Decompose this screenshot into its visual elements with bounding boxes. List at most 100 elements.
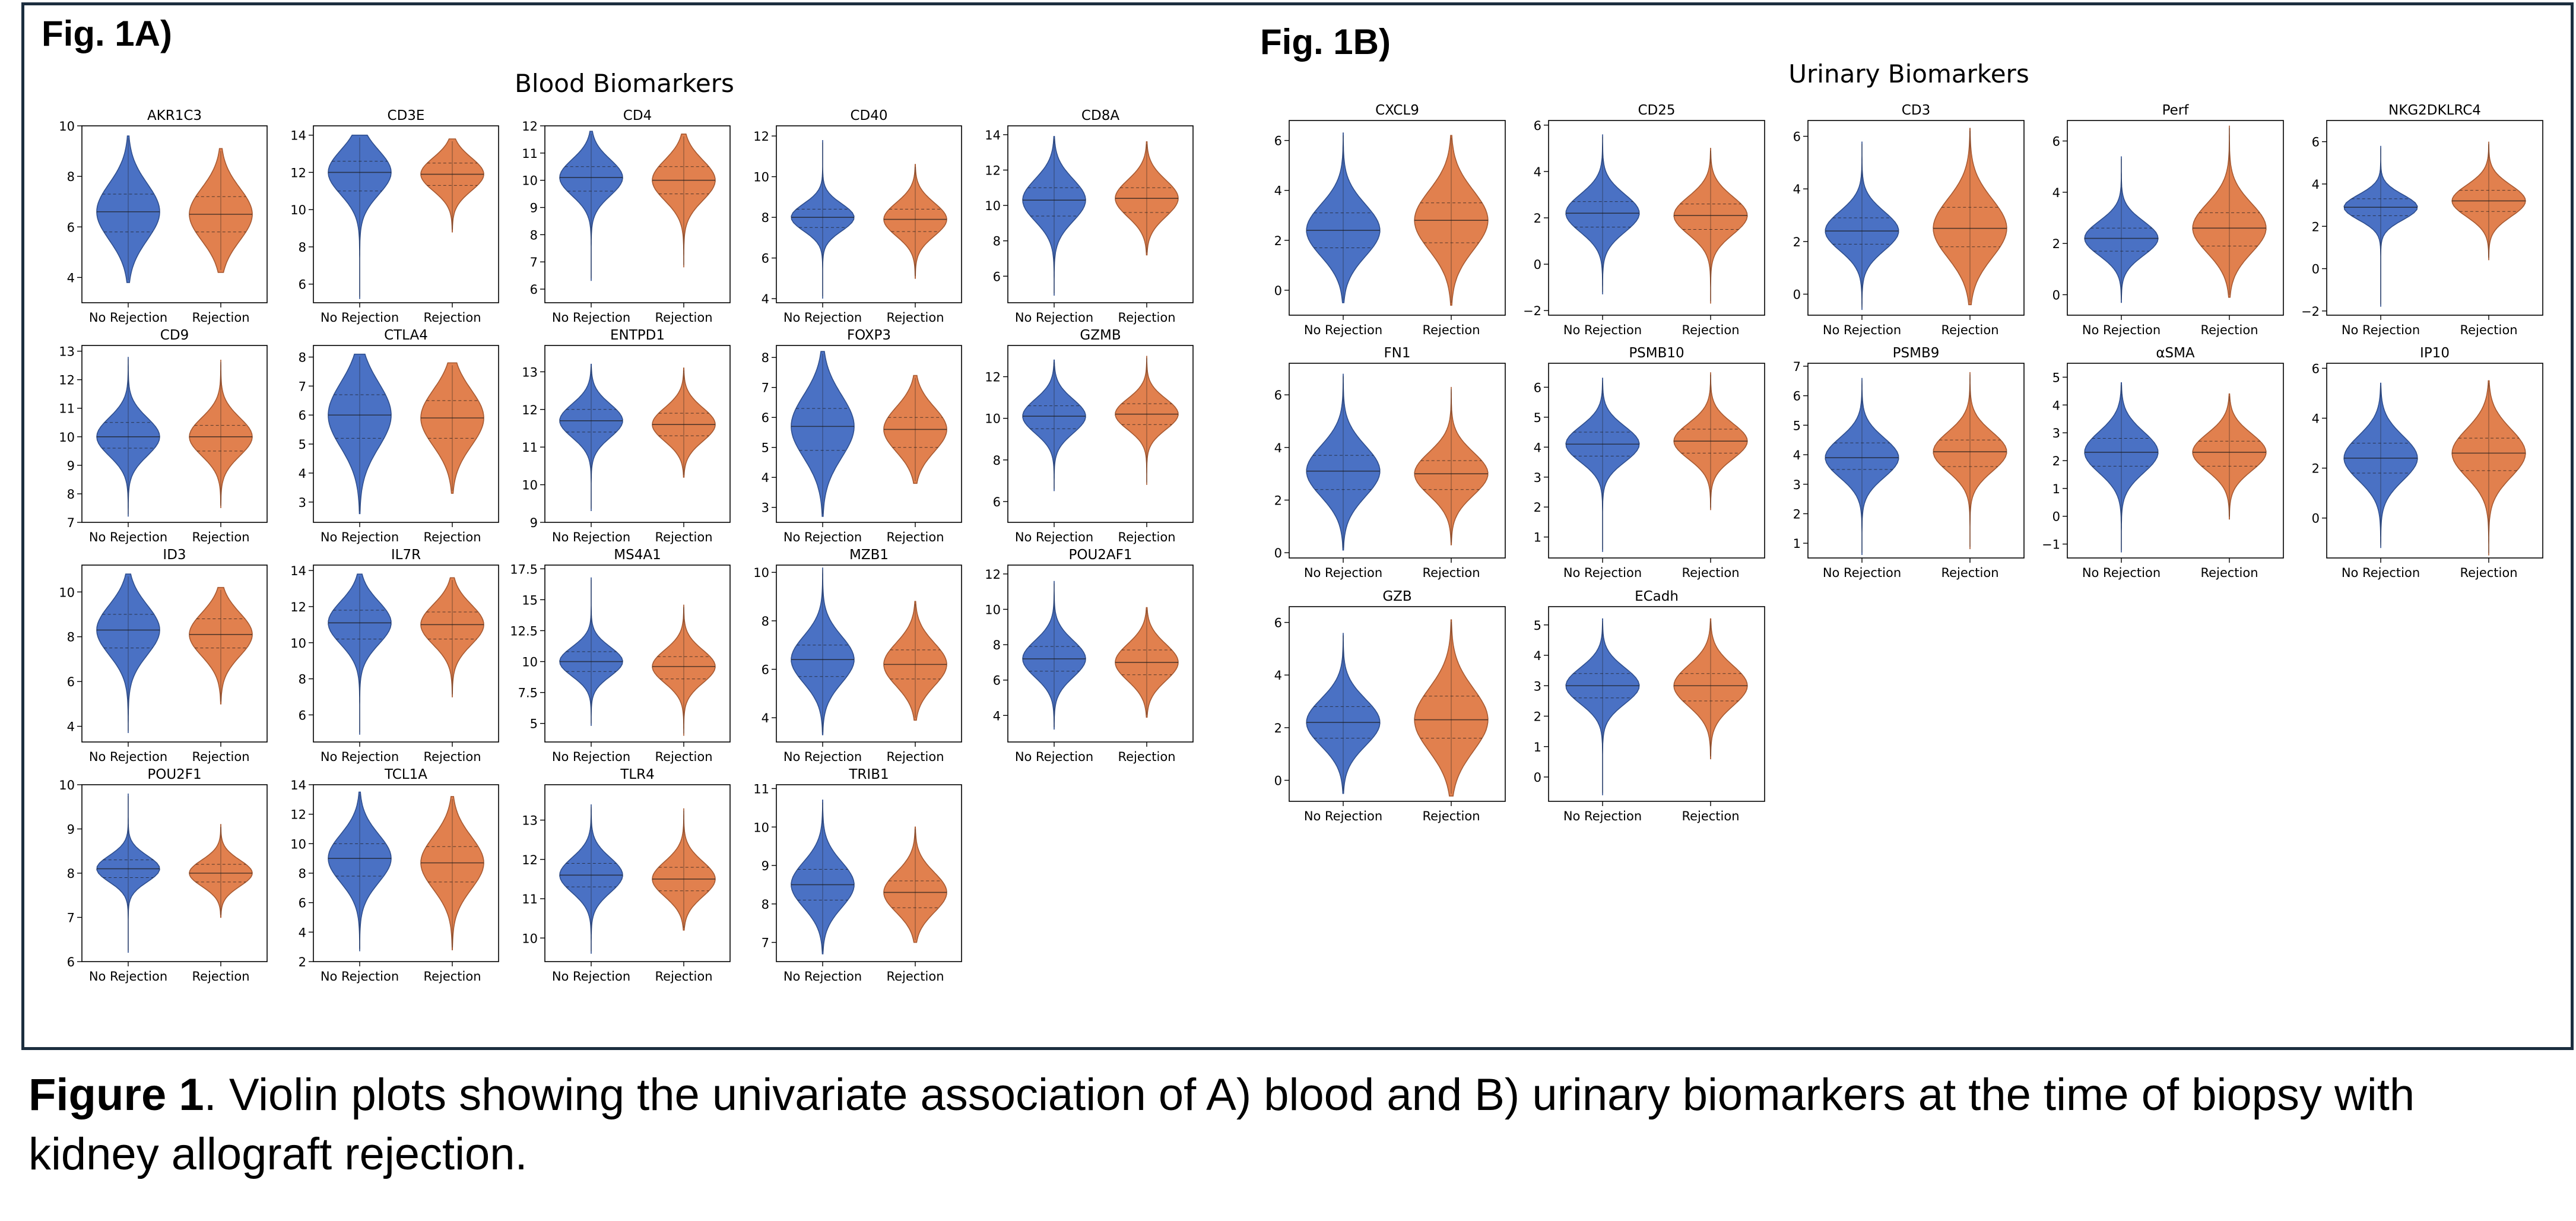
- nkg2dklrc4-ytick-label: 6: [2312, 135, 2320, 150]
- id3-ytick-label: 10: [59, 585, 75, 600]
- cd9-ytick-label: 11: [59, 402, 75, 416]
- tcl1a-title: TCL1A: [384, 767, 427, 782]
- trib1-title: TRIB1: [848, 767, 889, 782]
- cd4-ytick-label: 7: [530, 255, 538, 269]
- id3-title: ID3: [163, 547, 186, 563]
- il7r-ytick-label: 6: [299, 708, 306, 722]
- perf-ytick-label: 6: [2052, 135, 2060, 149]
- il7r-ytick-label: 10: [290, 636, 306, 651]
- ms4a1-xtick-label: No Rejection: [552, 750, 630, 764]
- foxp3-xtick-label: No Rejection: [783, 530, 862, 544]
- perf-ytick-label: 4: [2052, 186, 2060, 200]
- entpd1-ytick-label: 12: [522, 403, 538, 417]
- ctla4-ytick-label: 6: [299, 408, 306, 423]
- urinary-biomarkers-title: Urinary Biomarkers: [1788, 59, 2029, 88]
- tlr4-xtick-label: Rejection: [655, 969, 712, 984]
- trib1-ytick-label: 7: [762, 936, 769, 950]
- id3-axes: [81, 564, 268, 743]
- caption-figure-number: Figure 1: [28, 1070, 204, 1120]
- cd40-ytick-label: 10: [753, 170, 769, 185]
- pou2af1-ytick-label: 12: [985, 567, 1001, 582]
- foxp3-axes: [776, 345, 962, 523]
- ctla4-ytick-label: 3: [299, 496, 306, 510]
- ms4a1-xtick-label: Rejection: [655, 750, 712, 764]
- ms4a1-axes: [544, 564, 731, 743]
- cd25-title: CD25: [1638, 103, 1675, 118]
- blood-biomarkers-title: Blood Biomarkers: [515, 69, 734, 98]
- mzb1-ytick-label: 6: [762, 663, 769, 677]
- trib1-ytick-label: 9: [762, 859, 769, 873]
- ms4a1-title: MS4A1: [614, 547, 661, 563]
- ms4a1-ytick-label: 17.5: [510, 562, 538, 576]
- cd9-xtick-label: Rejection: [192, 530, 249, 544]
- cd25-xtick-label: No Rejection: [1563, 323, 1642, 337]
- ms4a1-ytick-label: 10: [522, 655, 538, 670]
- cd9-ytick-label: 13: [59, 345, 75, 359]
- cxcl9-title: CXCL9: [1375, 103, 1419, 118]
- il7r-xtick-label: No Rejection: [321, 750, 399, 764]
- -sma-ytick-label: 5: [2052, 370, 2060, 385]
- nkg2dklrc4-ytick-label: −2: [2301, 305, 2320, 319]
- cd8a-ytick-label: 12: [985, 164, 1001, 178]
- cd4-axes: [544, 125, 731, 303]
- pou2af1-xtick-label: Rejection: [1118, 750, 1175, 764]
- fn1-title: FN1: [1384, 345, 1410, 361]
- entpd1-ytick-label: 11: [522, 440, 538, 455]
- ip10-ytick-label: 4: [2312, 412, 2320, 426]
- ecadh-ytick-label: 0: [1534, 770, 1541, 785]
- akr1c3-title: AKR1C3: [147, 108, 202, 123]
- trib1-axes: [776, 784, 962, 962]
- akr1c3-ytick-label: 8: [67, 170, 75, 184]
- cd40-xtick-label: No Rejection: [783, 310, 862, 325]
- -sma-xtick-label: Rejection: [2200, 566, 2258, 580]
- cxcl9-axes: [1289, 120, 1506, 316]
- psmb9-ytick-label: 2: [1793, 507, 1801, 521]
- cd8a-ytick-label: 8: [993, 234, 1001, 249]
- foxp3-ytick-label: 6: [762, 411, 769, 425]
- fn1-xtick-label: Rejection: [1422, 566, 1480, 580]
- -sma-ytick-label: 4: [2052, 398, 2060, 413]
- psmb10-ytick-label: 6: [1534, 380, 1541, 395]
- foxp3-ytick-label: 3: [762, 501, 769, 515]
- cxcl9-xtick-label: Rejection: [1422, 323, 1480, 337]
- cd8a-ytick-label: 10: [985, 199, 1001, 213]
- ctla4-ytick-label: 7: [299, 379, 306, 394]
- ip10-axes: [2326, 363, 2543, 559]
- cxcl9-xtick-label: No Rejection: [1304, 323, 1382, 337]
- id3-xtick-label: No Rejection: [89, 750, 167, 764]
- figure-frame: [21, 2, 2574, 1050]
- tlr4-axes: [544, 784, 731, 962]
- pou2af1-ytick-label: 8: [993, 638, 1001, 652]
- akr1c3-ytick-label: 4: [67, 271, 75, 285]
- psmb10-ytick-label: 5: [1534, 411, 1541, 425]
- cd8a-ytick-label: 14: [985, 128, 1001, 142]
- entpd1-xtick-label: No Rejection: [552, 530, 630, 544]
- id3-ytick-label: 8: [67, 630, 75, 645]
- pou2f1-ytick-label: 6: [67, 955, 75, 969]
- trib1-ytick-label: 10: [753, 820, 769, 835]
- psmb9-xtick-label: Rejection: [1941, 566, 1998, 580]
- figure-caption: Figure 1. Violin plots showing the univa…: [28, 1065, 2521, 1184]
- fn1-ytick-label: 2: [1274, 493, 1282, 508]
- cd3e-ytick-label: 6: [299, 278, 306, 292]
- cd3-ytick-label: 4: [1793, 182, 1801, 196]
- gzmb-xtick-label: Rejection: [1118, 530, 1175, 544]
- pou2f1-ytick-label: 7: [67, 911, 75, 925]
- cd3-xtick-label: No Rejection: [1823, 323, 1901, 337]
- cd4-title: CD4: [623, 108, 652, 123]
- entpd1-title: ENTPD1: [610, 328, 665, 343]
- gzmb-ytick-label: 6: [993, 495, 1001, 509]
- foxp3-ytick-label: 4: [762, 471, 769, 485]
- foxp3-title: FOXP3: [847, 328, 891, 343]
- nkg2dklrc4-xtick-label: Rejection: [2460, 323, 2517, 337]
- tcl1a-xtick-label: Rejection: [423, 969, 481, 984]
- tcl1a-ytick-label: 6: [299, 896, 306, 911]
- tlr4-ytick-label: 11: [522, 892, 538, 906]
- id3-ytick-label: 6: [67, 675, 75, 689]
- entpd1-ytick-label: 13: [522, 365, 538, 379]
- il7r-ytick-label: 8: [299, 673, 306, 687]
- psmb10-title: PSMB10: [1629, 345, 1684, 361]
- il7r-title: IL7R: [391, 547, 421, 563]
- cd3e-xtick-label: No Rejection: [321, 310, 399, 325]
